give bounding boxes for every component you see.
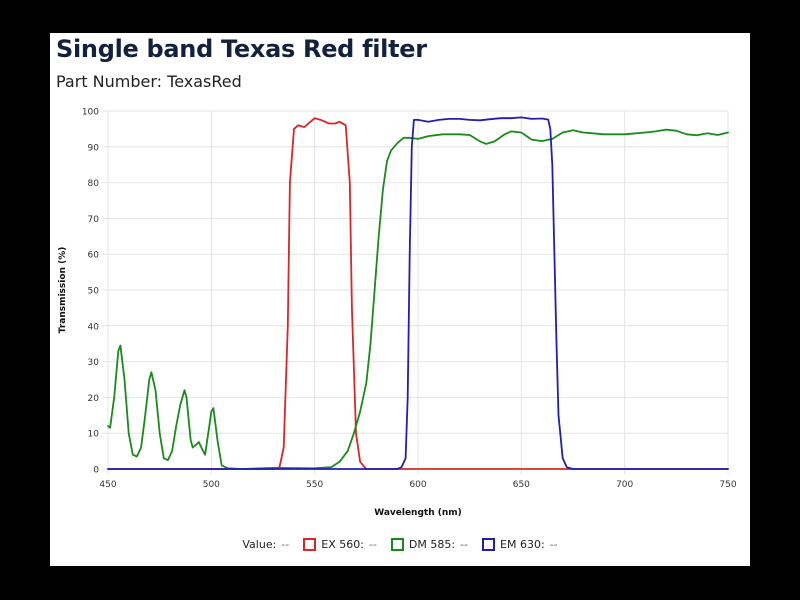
legend-item-dm585[interactable]: DM 585: -- [390, 538, 469, 551]
legend-readout-ex560: -- [368, 538, 377, 551]
legend-label-em630: EM 630: [500, 538, 545, 551]
series-line-dm585 [107, 128, 729, 470]
y-tick-label: 30 [88, 358, 100, 368]
y-tick-label: 50 [88, 287, 100, 297]
x-tick-label: 650 [513, 480, 530, 490]
y-tick-label: 70 [88, 215, 100, 225]
legend-item-em630[interactable]: EM 630: -- [482, 538, 558, 551]
chart-title: Single band Texas Red filter [56, 35, 427, 63]
x-tick-label: 600 [409, 480, 426, 490]
y-tick-label: 0 [93, 466, 99, 476]
legend-swatch-dm585 [390, 538, 404, 551]
y-tick-label: 90 [88, 143, 100, 153]
y-tick-label: 60 [88, 251, 100, 261]
y-axis-label: Transmission (%) [58, 247, 68, 334]
legend-value-label: Value: [242, 538, 277, 551]
legend-swatch-ex560 [303, 538, 317, 551]
x-tick-label: 450 [99, 480, 116, 490]
y-tick-label: 100 [82, 108, 99, 118]
y-tick-label: 80 [88, 179, 100, 189]
chart-panel: Single band Texas Red filter Part Number… [50, 33, 750, 566]
legend-readout-em630: -- [549, 538, 558, 551]
series-line-ex560 [107, 117, 729, 470]
x-tick-label: 700 [616, 480, 633, 490]
x-tick-label: 500 [203, 480, 220, 490]
y-tick-label: 20 [88, 394, 100, 404]
chart-legend: Value: -- EX 560: -- DM 585: -- EM 630: … [50, 538, 750, 551]
legend-value: Value: -- [242, 538, 289, 551]
x-axis-label: Wavelength (nm) [374, 508, 462, 518]
legend-item-ex560[interactable]: EX 560: -- [303, 538, 377, 551]
legend-readout-dm585: -- [460, 538, 469, 551]
series-line-em630 [107, 116, 729, 470]
y-tick-label: 40 [88, 322, 100, 332]
legend-value-readout: -- [281, 538, 290, 551]
x-tick-label: 550 [306, 480, 323, 490]
part-number: Part Number: TexasRed [56, 72, 242, 91]
legend-label-dm585: DM 585: [408, 538, 456, 551]
legend-label-ex560: EX 560: [321, 538, 364, 551]
y-tick-label: 10 [88, 430, 100, 440]
x-tick-label: 750 [719, 480, 736, 490]
transmission-chart[interactable]: 0 10 20 30 40 50 60 70 80 90 100 450 500 550 600 650 700… [50, 33, 750, 533]
legend-swatch-em630 [482, 538, 496, 551]
